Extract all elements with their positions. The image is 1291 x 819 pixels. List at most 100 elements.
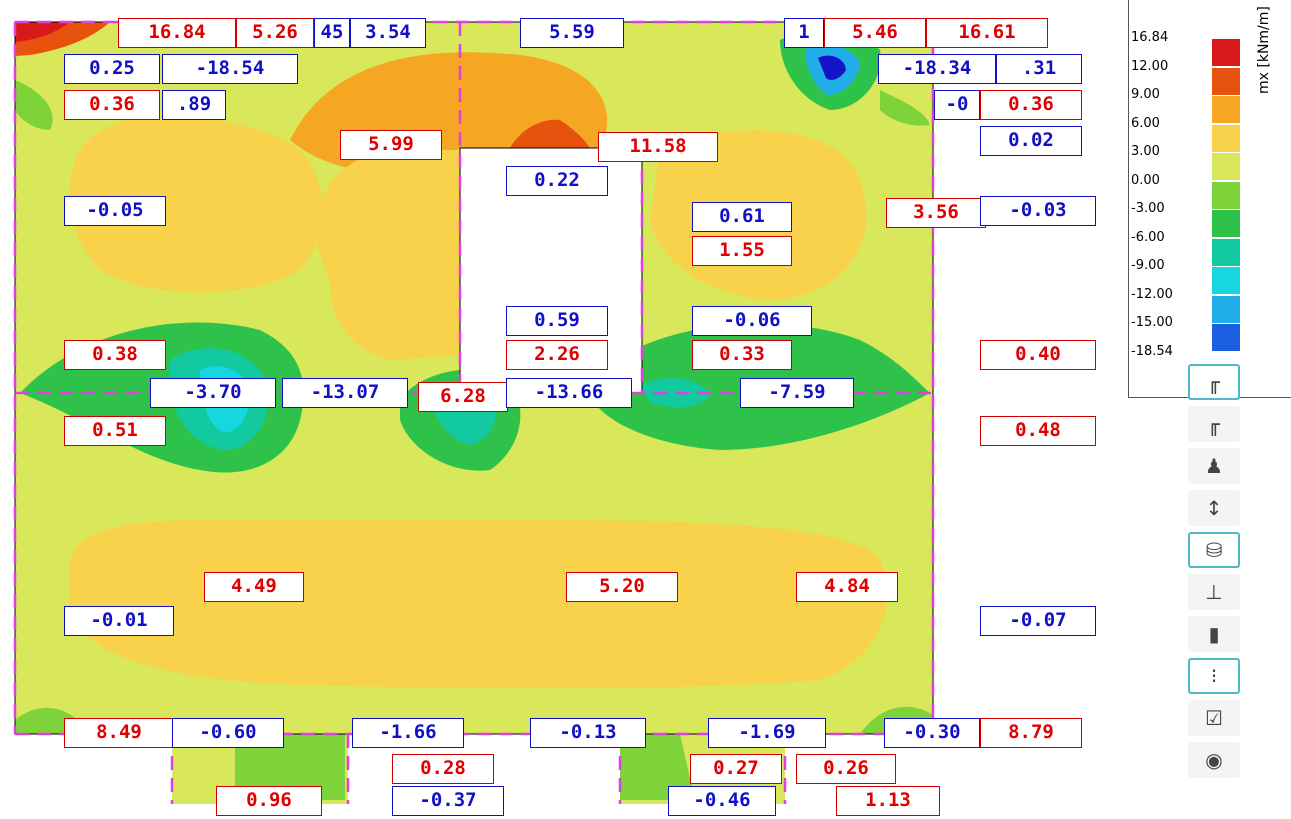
contour-plot [13, 20, 935, 804]
result-value-label: 11.58 [598, 132, 718, 162]
result-value-label: 8.79 [980, 718, 1082, 748]
visibility-icon: ◉ [1205, 748, 1223, 772]
result-value-label: -0.07 [980, 606, 1096, 636]
contour-upper-left-warm [69, 115, 323, 293]
result-value-label: -0.13 [530, 718, 646, 748]
contour-strip-right [620, 734, 695, 800]
result-value-label: 0.96 [216, 786, 322, 816]
line-load-icon: ▮ [1208, 622, 1220, 646]
result-value-label: -0.30 [884, 718, 980, 748]
member-display-icon: ╓ [1207, 370, 1221, 394]
member-results-button[interactable]: ╓ [1188, 406, 1240, 442]
result-value-label: 0.59 [506, 306, 608, 336]
legend-color-swatch [1212, 39, 1240, 66]
member-results-icon: ╓ [1207, 412, 1221, 436]
contour-corner-peak [15, 22, 70, 42]
line-load-button[interactable]: ▮ [1188, 616, 1240, 652]
legend-color-swatch [1212, 96, 1240, 123]
visibility-button[interactable]: ◉ [1188, 742, 1240, 778]
result-value-label: 0.36 [64, 90, 160, 120]
contour-right-edge-green [880, 90, 930, 126]
legend-value: -3.00 [1131, 201, 1165, 216]
result-value-label: -18.54 [162, 54, 298, 84]
legend-title: mx [kNm/m] [1256, 6, 1272, 94]
legend-value: -18.54 [1131, 343, 1173, 359]
legend-color-swatch [1212, 210, 1240, 237]
load-distribution-button[interactable]: ↕ [1188, 490, 1240, 526]
result-value-label: -0.05 [64, 196, 166, 226]
result-value-label: -18.34 [878, 54, 996, 84]
legend-color-swatch [1212, 67, 1240, 95]
result-value-label: 3.56 [886, 198, 986, 228]
result-value-label: 0.40 [980, 340, 1096, 370]
legend-value: 6.00 [1131, 115, 1160, 131]
result-value-label: -3.70 [150, 378, 276, 408]
legend-value: -9.00 [1131, 258, 1165, 273]
result-value-label: 6.28 [418, 382, 508, 412]
result-value-label: .89 [162, 90, 226, 120]
result-value-label: 5.46 [824, 18, 926, 48]
result-value-label: 0.26 [796, 754, 896, 784]
legend-value: -15.00 [1131, 315, 1173, 330]
result-value-label: 1.13 [836, 786, 940, 816]
result-value-label: 3.54 [350, 18, 426, 48]
legend-color-swatch [1212, 124, 1240, 152]
nodal-load-icon: ⊥ [1205, 580, 1223, 604]
result-value-label: 2.26 [506, 340, 608, 370]
result-value-label: 0.27 [690, 754, 782, 784]
legend-color-swatch [1212, 267, 1240, 294]
mesh-points-button[interactable]: ⁝ [1188, 658, 1240, 694]
result-value-label: 0.48 [980, 416, 1096, 446]
result-value-label: 0.33 [692, 340, 792, 370]
result-value-label: -1.69 [708, 718, 826, 748]
check-selection-icon: ☑ [1205, 706, 1223, 730]
result-value-label: 16.84 [118, 18, 236, 48]
contour-corner-cold-peak [818, 55, 846, 80]
database-button[interactable]: ⛁ [1188, 532, 1240, 568]
contour-strip-left [235, 734, 345, 800]
result-value-label: 45 [314, 18, 350, 48]
result-value-label: 0.36 [980, 90, 1082, 120]
legend-value: 16.84 [1131, 30, 1169, 45]
support-lines [13, 20, 935, 804]
result-value-label: -0.37 [392, 786, 504, 816]
result-value-label: -13.07 [282, 378, 408, 408]
support-reactions-icon: ♟ [1205, 454, 1223, 478]
legend-color-swatch [1212, 238, 1240, 266]
result-value-label: -1.66 [352, 718, 464, 748]
legend-color-swatch [1212, 324, 1240, 351]
nodal-load-button[interactable]: ⊥ [1188, 574, 1240, 610]
result-value-label: -0.01 [64, 606, 174, 636]
result-value-label: 0.02 [980, 126, 1082, 156]
load-distribution-icon: ↕ [1205, 496, 1223, 520]
check-selection-button[interactable]: ☑ [1188, 700, 1240, 736]
result-value-label: .31 [996, 54, 1082, 84]
member-display-button[interactable]: ╓ [1188, 364, 1240, 400]
result-value-label: 0.38 [64, 340, 166, 370]
result-value-label: 4.49 [204, 572, 304, 602]
legend-value: 3.00 [1131, 144, 1160, 159]
result-value-label: 16.61 [926, 18, 1048, 48]
result-value-label: 0.28 [392, 754, 494, 784]
legend-value: 9.00 [1131, 87, 1160, 102]
contour-top-orange-peak [510, 119, 590, 148]
legend-value: 12.00 [1131, 58, 1169, 74]
result-value-label: -0.46 [668, 786, 776, 816]
result-value-label: 1 [784, 18, 824, 48]
legend-value: -12.00 [1131, 286, 1173, 302]
result-value-label: -0 [934, 90, 980, 120]
result-value-label: 0.51 [64, 416, 166, 446]
legend-color-swatch [1212, 181, 1240, 209]
result-value-label: 5.99 [340, 130, 442, 160]
result-value-label: 5.59 [520, 18, 624, 48]
result-value-label: 5.20 [566, 572, 678, 602]
result-value-label: -0.03 [980, 196, 1096, 226]
support-reactions-button[interactable]: ♟ [1188, 448, 1240, 484]
contour-upper-center-yellow [316, 150, 460, 360]
result-value-label: 4.84 [796, 572, 898, 602]
result-value-label: 1.55 [692, 236, 792, 266]
legend-value: 0.00 [1131, 172, 1160, 188]
result-value-label: -7.59 [740, 378, 854, 408]
legend-value: -6.00 [1131, 229, 1165, 245]
